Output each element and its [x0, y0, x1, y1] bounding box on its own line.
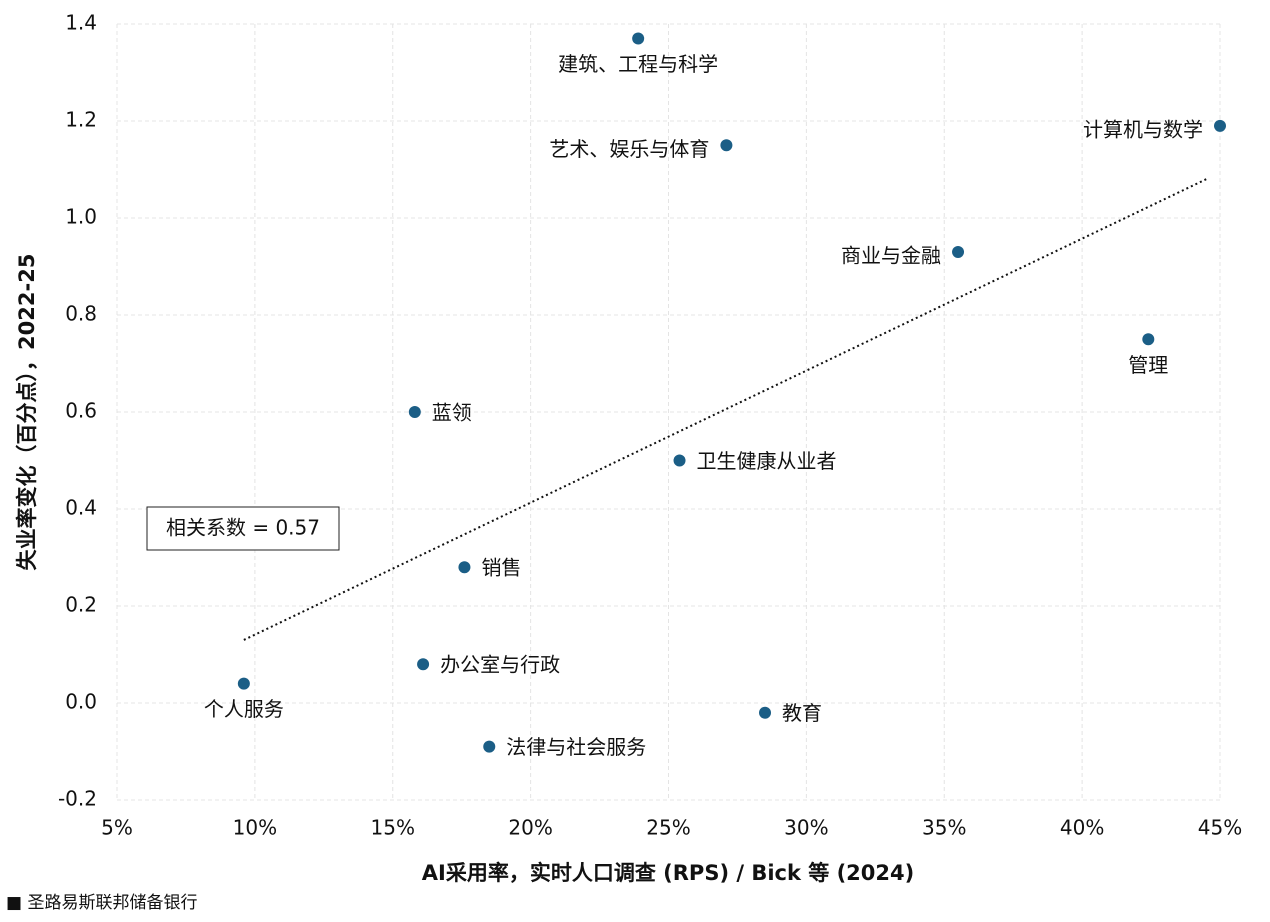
- x-tick-label: 15%: [371, 816, 415, 840]
- x-tick-label: 45%: [1198, 816, 1242, 840]
- point-label: 教育: [782, 701, 822, 725]
- point: [1142, 333, 1155, 346]
- point: [417, 658, 430, 671]
- point: [632, 32, 645, 45]
- trendline: [243, 178, 1207, 641]
- x-tick-label: 30%: [784, 816, 828, 840]
- point-label: 艺术、娱乐与体育: [549, 137, 709, 161]
- point-label: 销售: [481, 556, 521, 580]
- point-label: 商业与金融: [841, 243, 941, 267]
- y-tick-label: 1.4: [65, 11, 97, 35]
- point-label: 法律与社会服务: [506, 735, 646, 759]
- y-tick-label: 1.2: [65, 108, 97, 132]
- point-label: 办公室与行政: [440, 653, 560, 677]
- y-tick-label: 0.0: [65, 690, 97, 714]
- x-tick-label: 40%: [1060, 816, 1104, 840]
- point-label: 建筑、工程与科学: [558, 52, 718, 76]
- y-axis-label: 失业率变化（百分点），2022-25: [15, 254, 39, 571]
- x-tick-label: 35%: [922, 816, 966, 840]
- point-label: 计算机与数学: [1083, 117, 1203, 141]
- x-tick-label: 5%: [101, 816, 133, 840]
- point: [1214, 119, 1226, 132]
- x-tick-label: 10%: [233, 816, 277, 840]
- point: [759, 706, 772, 719]
- x-tick-label: 25%: [646, 816, 690, 840]
- point-label: 卫生健康从业者: [697, 449, 837, 473]
- point: [720, 139, 733, 152]
- x-tick-label: 20%: [508, 816, 552, 840]
- annotation-box: [146, 506, 340, 551]
- point-label: 蓝领: [432, 401, 472, 425]
- y-tick-label: 0.2: [65, 593, 97, 617]
- point: [483, 740, 496, 753]
- x-axis-label: AI采用率，实时人口调查 (RPS) / Bick 等 (2024): [422, 861, 914, 885]
- point: [673, 454, 686, 467]
- y-tick-label: 0.6: [65, 399, 97, 423]
- y-tick-label: -0.2: [58, 787, 97, 811]
- point: [237, 677, 250, 690]
- y-tick-label: 0.8: [65, 302, 97, 326]
- point: [458, 561, 471, 574]
- y-tick-label: 1.0: [65, 205, 97, 229]
- annotation: 相关系数 = 0.57: [166, 516, 320, 540]
- source: ■ 圣路易斯联邦储备银行: [6, 893, 197, 913]
- point-label: 个人服务: [204, 697, 284, 721]
- point: [952, 245, 965, 258]
- y-tick-label: 0.4: [65, 496, 97, 520]
- point: [408, 406, 421, 418]
- point-label: 管理: [1128, 353, 1168, 377]
